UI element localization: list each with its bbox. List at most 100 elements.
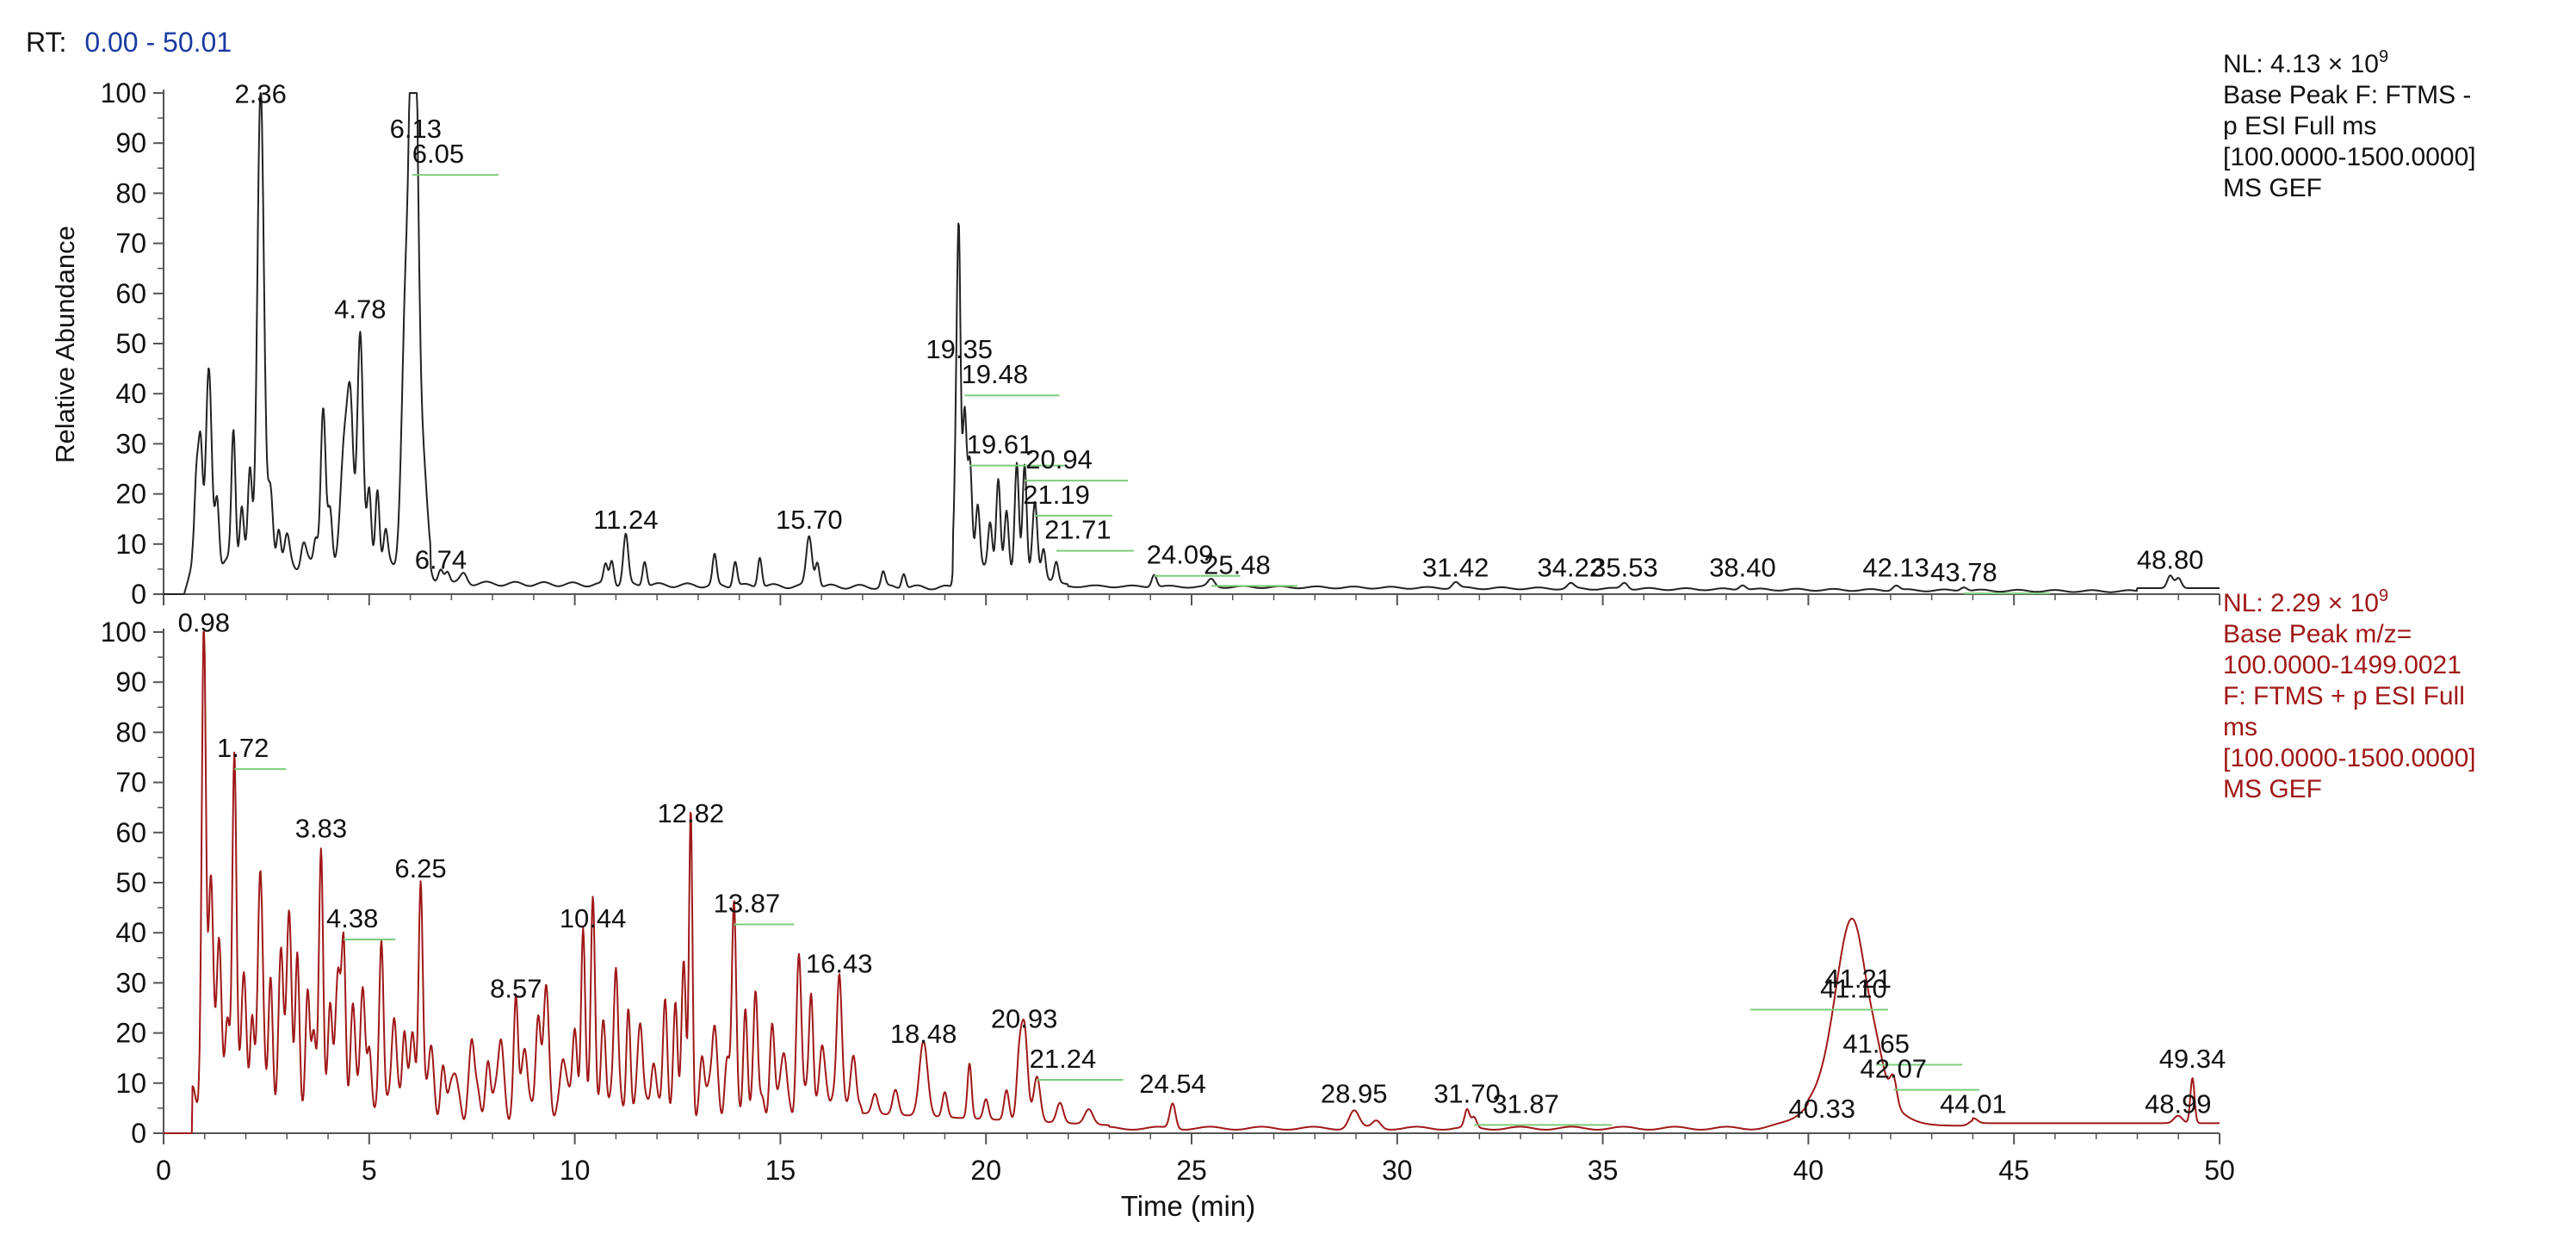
bottom-y-tick-label: 80 <box>115 716 146 747</box>
bottom-info-line: ms <box>2223 713 2257 741</box>
top-y-tick-label: 90 <box>115 127 146 158</box>
bottom-y-tick-label: 0 <box>131 1118 146 1149</box>
top-y-tick-label: 50 <box>115 328 146 359</box>
bottom-peak-label: 3.83 <box>295 813 347 843</box>
top-peak-label: 42.13 <box>1862 552 1929 582</box>
bottom-info-line: Base Peak m/z= <box>2223 620 2412 648</box>
top-info-line: p ESI Full ms <box>2223 112 2376 140</box>
bottom-peak-label: 12.82 <box>657 798 724 828</box>
top-y-tick-label: 30 <box>115 428 146 459</box>
bottom-peak-label: 42.07 <box>1860 1054 1927 1084</box>
top-peak-label: 35.53 <box>1591 552 1658 582</box>
bottom-x-tick-label: 20 <box>970 1155 1001 1186</box>
bottom-y-tick-label: 40 <box>115 917 146 948</box>
top-peak-label: 31.42 <box>1422 552 1489 582</box>
bottom-peak-label: 13.87 <box>714 889 781 919</box>
bottom-y-tick-label: 90 <box>115 666 146 698</box>
bottom-x-tick-label: 45 <box>1998 1155 2029 1186</box>
bottom-y-tick-label: 70 <box>115 767 146 798</box>
bottom-x-tick-label: 35 <box>1588 1155 1619 1186</box>
top-peak-label: 2.36 <box>235 78 287 108</box>
bottom-peak-label: 49.34 <box>2159 1044 2226 1074</box>
bottom-x-tick-label: 25 <box>1176 1155 1207 1186</box>
bottom-peak-label: 16.43 <box>806 948 873 978</box>
rt-range-value: 0.00 - 50.01 <box>84 27 232 58</box>
bottom-info-line: [100.0000-1500.0000] <box>2223 744 2476 772</box>
bottom-peak-label: 20.93 <box>991 1003 1058 1033</box>
bottom-peak-label: 0.98 <box>178 608 230 638</box>
bottom-peak-label: 44.01 <box>1940 1088 2007 1119</box>
bottom-info-line: 100.0000-1499.0021 <box>2223 651 2461 679</box>
top-peak-label: 25.48 <box>1204 549 1271 580</box>
top-trace-line <box>163 92 2220 595</box>
bottom-peak-label: 28.95 <box>1321 1079 1388 1109</box>
top-chromatogram-panel: 0 10 20 30 40 50 60 70 80 90 100 2.36 6.136.05 4.78 6.… <box>101 47 2476 610</box>
bottom-peak-label: 8.57 <box>490 974 542 1004</box>
bottom-peak-label: 48.99 <box>2145 1088 2212 1119</box>
bottom-peak-label: 31.87 <box>1492 1088 1559 1119</box>
top-peak-label: 11.24 <box>593 505 658 535</box>
bottom-y-tick-label: 50 <box>115 867 146 898</box>
bottom-chromatogram-panel: 0 10 20 30 40 50 60 70 80 90 100 0 5 10 15 20 25 30 35 40 45… <box>101 586 2476 1186</box>
top-info-line: [100.0000-1500.0000] <box>2223 143 2476 171</box>
bottom-x-tick-label: 50 <box>2204 1155 2235 1186</box>
top-peak-label: 19.61 <box>967 430 1034 460</box>
bottom-y-tick-label: 30 <box>115 967 146 998</box>
y-axis-label: Relative Abundance <box>50 226 80 463</box>
top-info-line: Base Peak F: FTMS - <box>2223 81 2471 109</box>
bottom-peak-label: 21.24 <box>1030 1044 1097 1074</box>
top-y-tick-label: 80 <box>115 177 146 208</box>
top-y-tick-label: 60 <box>115 278 146 309</box>
bottom-peak-label: 41.65 <box>1842 1029 1910 1059</box>
top-peak-label: 20.94 <box>1025 444 1093 474</box>
top-peak-label: 38.40 <box>1709 552 1776 582</box>
bottom-x-tick-label: 40 <box>1793 1155 1824 1186</box>
top-peak-label: 24.09 <box>1147 540 1214 570</box>
top-y-tick-label: 70 <box>115 228 146 259</box>
top-y-tick-label: 20 <box>115 479 146 510</box>
bottom-peak-label: 10.44 <box>560 903 627 933</box>
top-peak-label: 4.78 <box>334 294 386 325</box>
bottom-x-tick-label: 15 <box>765 1155 796 1186</box>
top-y-tick-label: 100 <box>101 78 146 108</box>
bottom-y-tick-label: 10 <box>115 1068 146 1099</box>
top-y-tick-label: 0 <box>131 579 146 610</box>
bottom-peak-label: 31.70 <box>1434 1079 1501 1109</box>
bottom-y-tick-label: 60 <box>115 817 146 848</box>
bottom-peak-label: 1.72 <box>217 733 269 763</box>
bottom-x-tick-label: 30 <box>1382 1155 1413 1186</box>
top-peak-label: 48.80 <box>2137 545 2204 575</box>
top-peak-label: 43.78 <box>1930 557 1997 587</box>
bottom-peak-label: 41.21 <box>1824 964 1892 994</box>
top-peak-label: 19.35 <box>926 334 993 364</box>
top-y-tick-label: 40 <box>115 378 146 409</box>
bottom-nl-label: NL: 2.29 × 109 <box>2223 586 2388 617</box>
bottom-peak-label: 40.33 <box>1788 1094 1855 1124</box>
bottom-info-line: MS GEF <box>2223 775 2322 803</box>
bottom-peak-label: 6.25 <box>394 853 446 884</box>
bottom-info-line: F: FTMS + p ESI Full <box>2223 682 2465 710</box>
top-peak-label: 6.13 <box>390 114 442 144</box>
top-peak-label: 21.71 <box>1044 515 1112 545</box>
bottom-trace-line <box>163 631 2220 1134</box>
bottom-peak-label: 24.54 <box>1139 1069 1206 1099</box>
top-peak-label: 19.48 <box>962 359 1029 389</box>
top-peak-label: 34.22 <box>1538 552 1605 582</box>
rt-range-label: RT: 0.00 - 50.01 <box>26 27 232 58</box>
bottom-peak-label: 18.48 <box>890 1019 957 1049</box>
bottom-y-tick-label: 20 <box>115 1018 146 1049</box>
bottom-x-tick-label: 10 <box>560 1155 591 1186</box>
bottom-x-tick-label: 5 <box>362 1155 377 1186</box>
top-info-line: MS GEF <box>2223 174 2322 202</box>
x-axis-label: Time (min) <box>1121 1190 1255 1222</box>
bottom-x-tick-label: 0 <box>156 1155 171 1186</box>
bottom-y-tick-label: 100 <box>101 617 146 648</box>
top-peak-label: 6.74 <box>415 545 467 575</box>
top-nl-label: NL: 4.13 × 109 <box>2223 47 2388 78</box>
rt-range-prefix: RT: <box>26 27 66 58</box>
top-peak-label: 21.19 <box>1023 480 1090 510</box>
bottom-peak-label: 4.38 <box>326 903 378 933</box>
top-y-tick-label: 10 <box>115 529 146 560</box>
top-peak-label: 15.70 <box>776 505 843 535</box>
